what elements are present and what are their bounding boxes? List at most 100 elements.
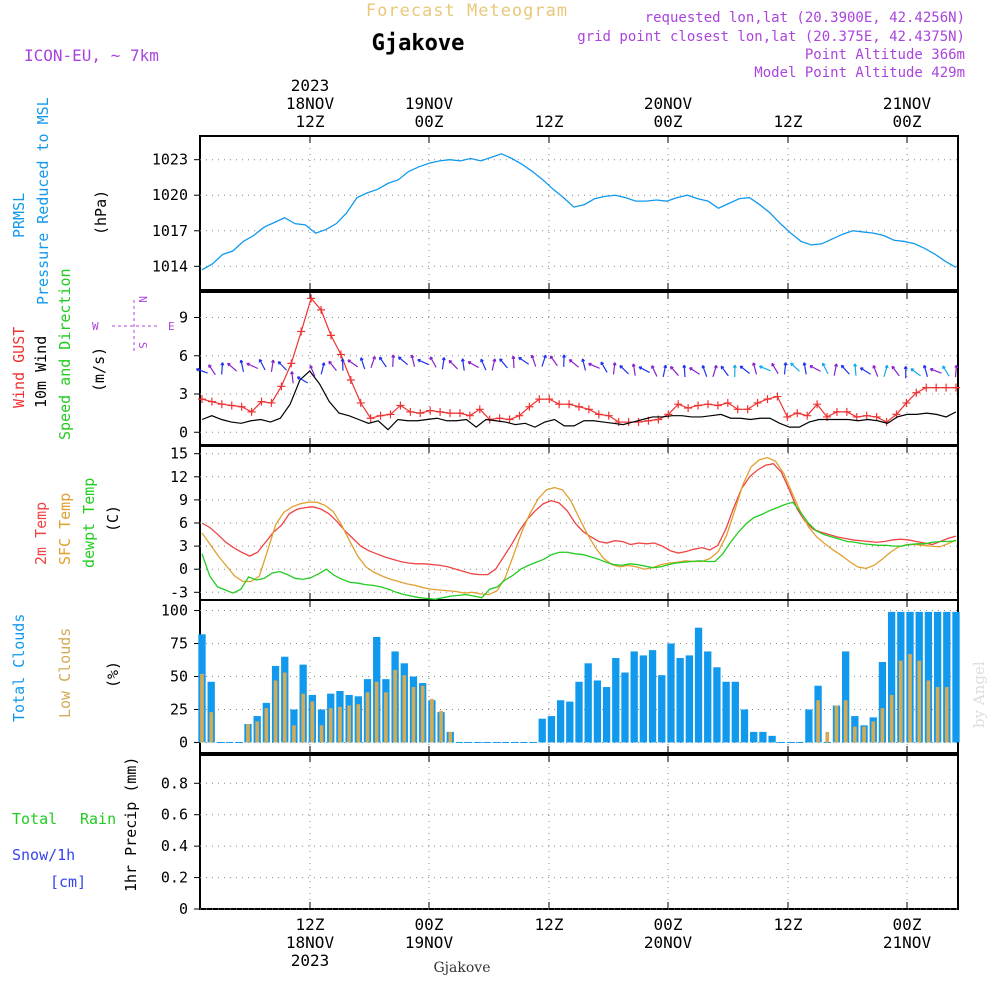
low-cloud-bar [384, 692, 388, 743]
wind-direction-arrow [460, 358, 465, 371]
wind-direction-arrow [441, 357, 446, 370]
wind-direction-arrow [662, 364, 668, 378]
pressure-frame [199, 135, 959, 291]
wind-direction-arrow [929, 367, 942, 374]
low-cloud-bar [338, 706, 342, 743]
wind-direction-arrow [833, 363, 838, 376]
wind-direction-arrow [853, 363, 858, 376]
gust-marker [713, 401, 722, 410]
wind-direction-arrow [739, 365, 750, 374]
low-cloud-bar [393, 669, 397, 743]
gust-marker [565, 400, 574, 409]
gust-marker [545, 395, 554, 404]
total-cloud-bar [943, 611, 951, 743]
gust-marker [803, 411, 812, 420]
gust-marker [326, 331, 335, 340]
requested-coords: requested lon,lat (20.3900E, 42.4256N) [645, 10, 965, 26]
gust-marker [743, 405, 752, 414]
gust-marker [862, 411, 871, 420]
footer-location: Gjakove [434, 960, 491, 976]
total-cloud-bar [924, 611, 933, 743]
low-cloud-bar [255, 721, 259, 743]
pressure-ytick-label: 1020 [152, 186, 188, 204]
precip-axis-label: 1hr Precip (mm) [122, 757, 140, 892]
top-time-label: 12Z [535, 112, 564, 131]
wind-direction-arrow [689, 367, 700, 375]
wind-direction-arrow [790, 362, 800, 372]
wind-direction-arrow [397, 356, 409, 366]
temp-2m-line [201, 463, 957, 576]
compass-west: W [92, 320, 99, 333]
wind-ytick-label: 6 [179, 347, 188, 365]
low-cloud-bar [328, 708, 333, 743]
wind-direction-arrow [491, 358, 497, 371]
precip-ytick-label: 0.8 [161, 774, 188, 792]
gust-marker [227, 401, 236, 410]
model-altitude: Model Point Altitude 429m [754, 65, 965, 81]
precip-ytick-label: 0.4 [161, 837, 188, 855]
pressure-line [201, 153, 957, 271]
wind-direction-arrow [208, 364, 216, 376]
gust-marker [793, 409, 802, 418]
wind-direction-arrow [239, 359, 245, 372]
wind-direction-arrow [549, 355, 558, 367]
low-cloud-bar [871, 721, 876, 743]
gust-marker [406, 407, 415, 416]
compass-north: N [136, 296, 149, 303]
gust-marker [614, 418, 623, 427]
total-cloud-bar [878, 661, 887, 743]
low-cloud-bar [889, 694, 894, 743]
precip-frame [199, 754, 959, 910]
top-time-label: 20NOV [644, 94, 693, 113]
pressure-label-msl: Pressure Reduced to MSL [34, 97, 52, 305]
gust-marker [207, 397, 216, 406]
top-time-label: 00Z [415, 112, 444, 131]
wind-direction-arrow [783, 362, 788, 375]
total-cloud-bar [722, 681, 730, 743]
gust-marker [753, 398, 762, 407]
gust-marker [555, 400, 564, 409]
temperature-ytick-label: 3 [179, 537, 188, 555]
gust-marker [307, 294, 316, 303]
wind-direction-arrow [511, 355, 516, 369]
total-cloud-bar [759, 731, 767, 743]
wind-direction-arrow [562, 354, 567, 367]
wind-direction-arrow [720, 365, 729, 377]
gust-marker [426, 406, 435, 415]
pressure-unit: (hPa) [92, 190, 110, 235]
top-time-label: 00Z [654, 112, 683, 131]
wind-direction-arrow [417, 358, 429, 366]
gust-marker [525, 402, 534, 411]
wind-direction-arrow [467, 361, 479, 369]
low-cloud-bar [402, 675, 407, 743]
wind-direction-arrow [530, 354, 537, 367]
bottom-time-label: 2023 [291, 951, 330, 970]
gust-marker [902, 398, 911, 407]
total-cloud-bar [658, 675, 666, 743]
wind-direction-arrow [701, 364, 708, 377]
wind-direction-arrow [258, 358, 266, 371]
low-cloud-bar [310, 701, 315, 743]
panel-precip: 0 0.2 0.4 0.6 0.8 [161, 754, 959, 918]
location-title: Gjakove [372, 31, 465, 56]
total-cloud-bar [740, 709, 749, 743]
wind-direction-arrow [227, 362, 238, 372]
gust-marker [852, 412, 861, 421]
top-time-label: 18NOV [286, 94, 335, 113]
top-time-label: 12Z [774, 112, 803, 131]
compass-east: E [168, 320, 175, 333]
temperature-ytick-label: -3 [170, 583, 188, 601]
gust-marker [664, 410, 673, 419]
temp-label-sfc: SFC Temp [56, 493, 74, 565]
pressure-ytick-label: 1023 [152, 151, 188, 169]
low-cloud-bar [935, 687, 940, 743]
gust-marker [287, 359, 296, 368]
low-cloud-bar [246, 723, 250, 743]
wind-direction-arrow [429, 356, 437, 368]
bottom-time-label: 12Z [296, 915, 325, 934]
temperature-ytick-label: 9 [179, 491, 188, 509]
wind-speed-line [201, 370, 957, 431]
model-label: ICON-EU, ~ 7km [24, 46, 159, 65]
total-cloud-bar [842, 651, 850, 743]
